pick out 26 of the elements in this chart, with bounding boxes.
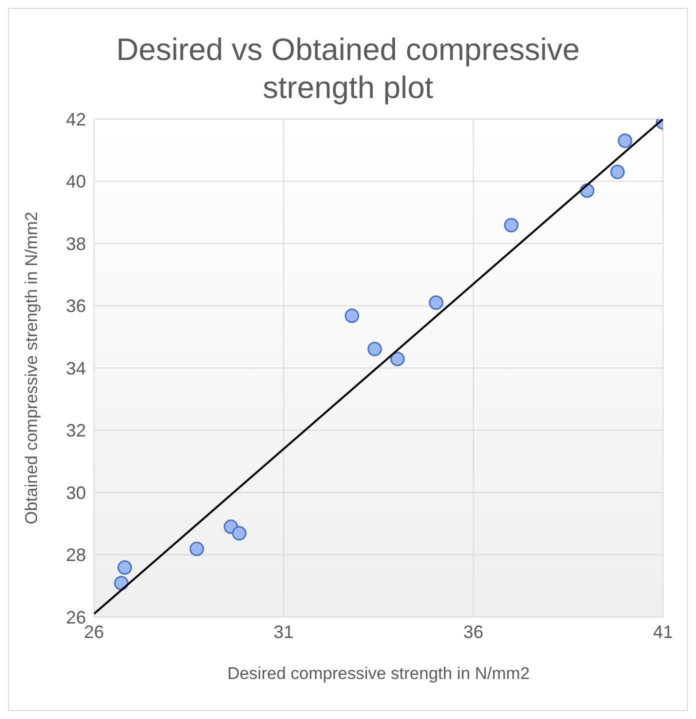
y-tick-label: 32 <box>66 420 86 441</box>
point <box>232 526 247 541</box>
point <box>610 164 625 180</box>
x-tick-label: 41 <box>652 622 674 642</box>
y-tick-label: 28 <box>66 545 86 566</box>
y-tick-label: 36 <box>66 296 86 316</box>
y-tick-label: 40 <box>66 172 86 192</box>
y-tick-label: 38 <box>66 234 86 254</box>
x-tick-label: 26 <box>84 622 104 642</box>
point <box>367 342 382 356</box>
x-tick-label: 31 <box>274 622 294 642</box>
point <box>390 352 405 366</box>
point <box>504 218 519 232</box>
chart-title: Desired vs Obtained compressive strength plot <box>115 31 581 107</box>
point <box>190 542 204 556</box>
x-axis-title: Desired compressive strength in N/mm2 <box>227 664 530 683</box>
point <box>618 134 632 148</box>
point <box>117 560 132 575</box>
point <box>428 295 444 310</box>
point <box>344 308 360 323</box>
x-tick-label: 36 <box>463 622 484 642</box>
y-tick-label: 26 <box>66 607 86 628</box>
y-tick-label: 42 <box>66 109 86 130</box>
y-tick-label: 34 <box>66 358 86 378</box>
y-tick-label: 30 <box>66 482 86 503</box>
y-axis-title: Obtained compressive strength in N/mm2 <box>22 212 42 524</box>
